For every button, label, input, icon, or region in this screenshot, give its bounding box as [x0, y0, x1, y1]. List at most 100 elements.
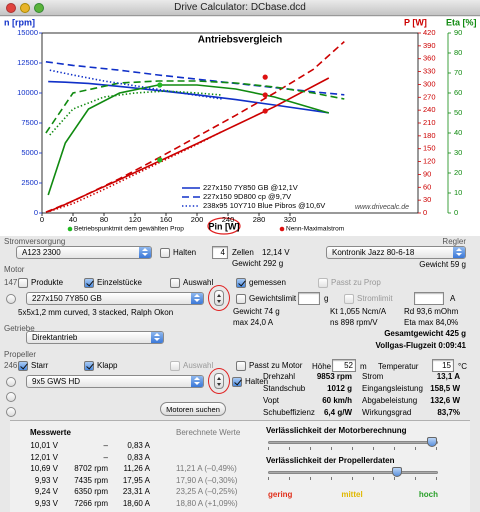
slider-tick [310, 477, 311, 480]
arrow-up [194, 377, 200, 380]
y2-tick-label: 120 [423, 157, 436, 166]
label: 9,24 V [34, 487, 58, 496]
x-tick-label: 320 [284, 215, 297, 224]
checkbox[interactable] [18, 361, 28, 371]
text-field[interactable]: 4 [212, 246, 228, 259]
slider-tick [373, 477, 374, 480]
marker-point [157, 157, 163, 163]
chart-background [0, 17, 480, 236]
legend-label: 227x150 9D800 cp @9,7V [203, 192, 291, 201]
dropdown-arrows [139, 247, 151, 258]
slider-track[interactable] [268, 471, 438, 474]
label: 23,25 A (–0,25%) [176, 487, 238, 496]
checkbox[interactable] [232, 377, 242, 387]
dropdown[interactable]: 9x5 GWS HD [26, 375, 204, 388]
marker-point [262, 92, 268, 98]
text-field[interactable]: 52 [332, 359, 356, 372]
y2-tick-label: 300 [423, 79, 436, 88]
label: – [103, 452, 108, 462]
label: Gewicht 292 g [232, 259, 284, 268]
label: 60 km/h [322, 396, 352, 405]
slider-track[interactable] [268, 441, 438, 444]
search-button[interactable]: Motoren suchen [160, 402, 226, 416]
slider-thumb[interactable] [392, 467, 402, 477]
dropdown-value: 9x5 GWS HD [32, 377, 81, 386]
radio-button[interactable] [6, 294, 16, 304]
close-button[interactable] [6, 3, 16, 13]
arrow-down [456, 253, 462, 256]
dropdown-arrows [191, 293, 203, 304]
y2-tick-label: 30 [423, 195, 431, 204]
label: 18,80 A (+1,09%) [176, 498, 238, 508]
checkbox-label: Halten [173, 248, 197, 257]
slider-tick [352, 447, 353, 450]
slider-tick [415, 447, 416, 450]
y3-axis-title: Eta [%] [446, 17, 477, 27]
eta-line [45, 80, 345, 134]
minimize-button[interactable] [20, 3, 30, 13]
label: Kt 1,055 Ncm/A [330, 307, 387, 316]
label: 10,69 V [30, 464, 58, 473]
label: Verlässlichkeit der Propellerdaten [266, 456, 395, 465]
check-mark [237, 278, 246, 287]
y3-tick-label: 70 [454, 68, 462, 77]
label: 9,93 V [34, 475, 58, 485]
radio-button[interactable] [6, 407, 16, 417]
y2-tick-label: 60 [423, 182, 431, 191]
y-tick-label: 7500 [21, 118, 38, 127]
highlight-circle [208, 368, 230, 394]
checkbox[interactable] [84, 361, 94, 371]
dropdown[interactable]: Direktantrieb [26, 331, 164, 344]
label: 6350 rpm [74, 487, 108, 496]
checkbox[interactable] [18, 278, 28, 288]
dropdown[interactable]: A123 2300 [16, 246, 152, 259]
checkbox[interactable] [236, 294, 246, 304]
slider-tick [415, 477, 416, 480]
y3-tick-label: 60 [454, 88, 462, 97]
scale-label: gering [268, 490, 293, 499]
label: Strom [362, 372, 384, 381]
y2-tick-label: 240 [423, 105, 436, 114]
slider-tick [331, 477, 332, 480]
label: °C [458, 362, 467, 371]
y3-tick-label: 90 [454, 28, 462, 37]
y3-tick-label: 30 [454, 148, 462, 157]
checkbox[interactable] [236, 361, 246, 371]
label: Abgabeleistung [362, 396, 418, 405]
label: 11,21 A (–0,49%) [176, 464, 237, 473]
dropdown-value: Direktantrieb [32, 333, 78, 342]
y2-tick-label: 0 [423, 208, 427, 217]
slider-thumb[interactable] [427, 437, 437, 447]
checkbox-label: Passt zu Prop [331, 278, 381, 287]
power-line [45, 41, 345, 213]
radio-button[interactable] [6, 377, 16, 387]
label: 6,4 g/W [323, 408, 352, 417]
dropdown[interactable]: Kontronik Jazz 80-6-18 [326, 246, 466, 259]
arrow-up [456, 248, 462, 251]
checkbox[interactable] [170, 278, 180, 288]
dropdown-value: 227x150 7Y850 GB [32, 294, 102, 303]
y2-tick-label: 390 [423, 41, 436, 50]
zoom-button[interactable] [34, 3, 44, 13]
label: Getriebe [4, 324, 35, 333]
checkbox[interactable] [84, 278, 94, 288]
dropdown[interactable]: 227x150 7Y850 GB [26, 292, 204, 305]
label: Regler [442, 237, 466, 246]
slider-tick [289, 477, 290, 480]
label: 9853 rpm [316, 372, 352, 381]
x-tick-label: 240 [222, 215, 235, 224]
checkbox[interactable] [160, 248, 170, 258]
label: max 24,0 A [233, 318, 274, 327]
label: 8702 rpm [74, 464, 108, 473]
text-field[interactable] [298, 292, 320, 305]
y2-tick-label: 330 [423, 67, 436, 76]
label: A [450, 294, 456, 303]
marker-point [262, 108, 268, 114]
text-field[interactable]: 15 [432, 359, 454, 372]
label: Vopt [263, 396, 280, 405]
text-field[interactable] [414, 292, 444, 305]
checkbox[interactable] [236, 278, 246, 288]
label: 11,26 A [123, 464, 150, 473]
checkbox-label: Produkte [31, 278, 64, 287]
radio-button[interactable] [6, 392, 16, 402]
